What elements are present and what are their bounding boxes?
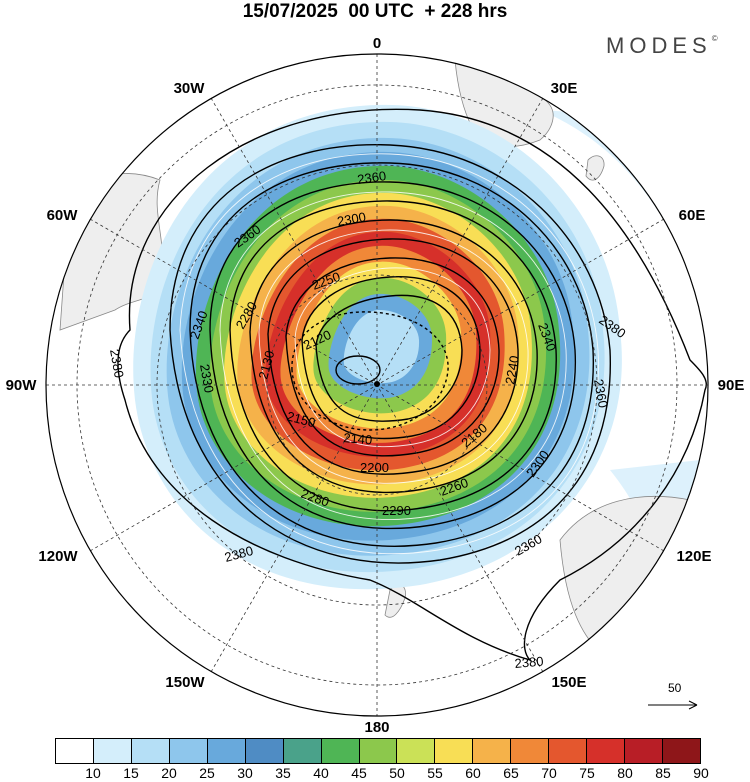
lon-label-90w: 90W bbox=[6, 377, 38, 394]
colorbar-tick-label: 60 bbox=[465, 765, 481, 781]
colorbar-swatch bbox=[435, 739, 474, 763]
colorbar-tick-label: 65 bbox=[503, 765, 519, 781]
colorbar-tick-label: 85 bbox=[655, 765, 671, 781]
colorbar-tick-label: 90 bbox=[693, 765, 709, 781]
contour-label: 2290 bbox=[382, 503, 411, 518]
contour-label: 2380 bbox=[223, 543, 255, 565]
colorbar-swatch bbox=[321, 739, 360, 763]
colorbar-swatch bbox=[511, 739, 550, 763]
colorbar-swatch bbox=[549, 739, 588, 763]
colorbar-tick-label: 75 bbox=[579, 765, 595, 781]
wind-speed-shading bbox=[133, 104, 622, 590]
contour-label: 2380 bbox=[514, 654, 544, 671]
contour-label: 2150 bbox=[285, 408, 317, 430]
contour-label: 2200 bbox=[360, 460, 389, 475]
colorbar-tick-label: 15 bbox=[123, 765, 139, 781]
contour-label: 2360 bbox=[356, 168, 387, 187]
lon-label-150w: 150W bbox=[165, 674, 205, 691]
contour-label: 2380 bbox=[107, 348, 127, 379]
colorbar-swatch bbox=[283, 739, 322, 763]
lon-label-120w: 120W bbox=[38, 548, 78, 565]
colorbar-tick-label: 80 bbox=[617, 765, 633, 781]
contour-label: 2240 bbox=[502, 354, 522, 385]
contour-labels: 2360 2360 2300 2340 2280 2250 2130 2120 … bbox=[107, 168, 629, 671]
colorbar-swatch bbox=[56, 739, 94, 763]
colorbar-swatch bbox=[663, 739, 700, 763]
colorbar-tick-label: 50 bbox=[389, 765, 405, 781]
contour-label: 2140 bbox=[343, 430, 373, 447]
colorbar-tick-label: 45 bbox=[351, 765, 367, 781]
contour-label: 2300 bbox=[336, 209, 367, 229]
colorbar-tick-label: 30 bbox=[237, 765, 253, 781]
colorbar-tick-label: 35 bbox=[275, 765, 291, 781]
colorbar-swatch bbox=[625, 739, 663, 763]
colorbar-swatch bbox=[169, 739, 208, 763]
colorbar-swatch bbox=[131, 739, 170, 763]
longitude-labels: 0 30W 30E 60W 60E 90W 90E 120W 120E 150W… bbox=[6, 35, 745, 736]
reference-vector bbox=[648, 700, 698, 710]
colorbar-tick-label: 10 bbox=[85, 765, 101, 781]
lon-label-60e: 60E bbox=[679, 207, 706, 224]
lon-label-90e: 90E bbox=[718, 377, 745, 394]
contour-label: 2360 bbox=[591, 378, 611, 409]
wind-streamlines bbox=[179, 153, 599, 555]
colorbar-tick-label: 70 bbox=[541, 765, 557, 781]
lon-label-60w: 60W bbox=[47, 207, 79, 224]
colorbar-tick-label: 25 bbox=[199, 765, 215, 781]
colorbar-swatch bbox=[93, 739, 132, 763]
brand-logo: MODES© bbox=[606, 33, 718, 59]
colorbar-tick-label: 40 bbox=[313, 765, 329, 781]
brand-text: MODES bbox=[606, 33, 712, 58]
contour-label: 2130 bbox=[255, 349, 277, 381]
lon-label-180: 180 bbox=[364, 719, 389, 736]
lon-label-30e: 30E bbox=[551, 80, 578, 97]
brand-mark: © bbox=[711, 34, 718, 43]
colorbar-swatch bbox=[473, 739, 512, 763]
colorbar-swatch bbox=[245, 739, 284, 763]
colorbar-tick-label: 55 bbox=[427, 765, 443, 781]
lon-label-30w: 30W bbox=[174, 80, 206, 97]
lon-label-120e: 120E bbox=[676, 548, 711, 565]
map-boundary bbox=[45, 53, 709, 717]
lon-label-0: 0 bbox=[373, 35, 381, 52]
map-title: 15/07/2025 00 UTC + 228 hrs bbox=[242, 1, 508, 22]
lon-label-150e: 150E bbox=[551, 674, 586, 691]
wind-speed-colorbar bbox=[55, 738, 701, 764]
colorbar-swatch bbox=[397, 739, 436, 763]
reference-vector-label: 50 bbox=[668, 681, 682, 695]
colorbar-swatch bbox=[587, 739, 626, 763]
colorbar-swatch bbox=[359, 739, 398, 763]
south-pole-marker bbox=[374, 381, 380, 387]
colorbar-swatch bbox=[207, 739, 246, 763]
contour-label: 2330 bbox=[197, 363, 217, 394]
colorbar-tick-label: 20 bbox=[161, 765, 177, 781]
geopotential-contours bbox=[117, 108, 707, 662]
